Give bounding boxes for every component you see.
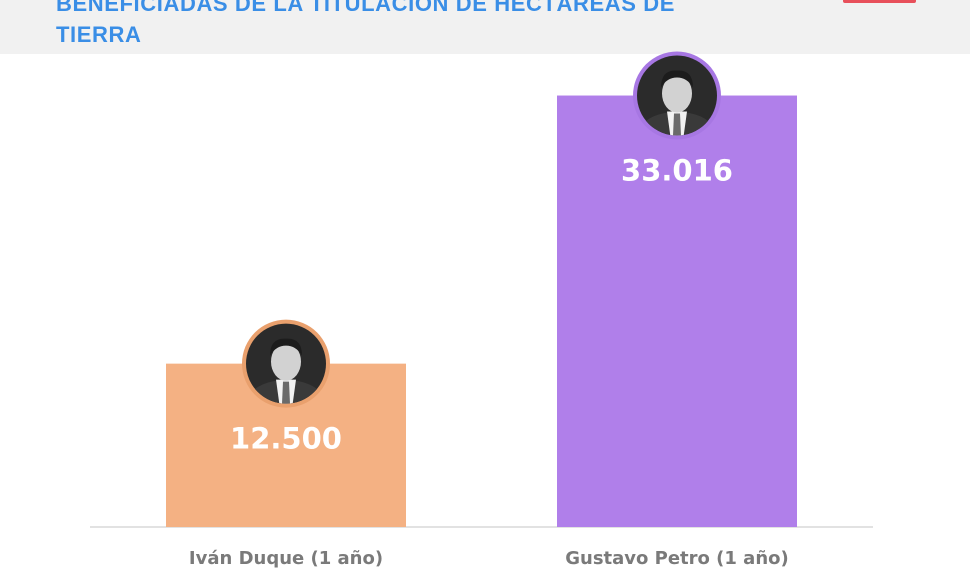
header: BENEFICIADAS DE LA TITULACIÓN DE HECTÁRE… (0, 0, 970, 54)
duque-portrait-icon (242, 319, 330, 408)
bar-value-label-duque: 12.500 (230, 422, 342, 456)
chart-title: BENEFICIADAS DE LA TITULACIÓN DE HECTÁRE… (56, 0, 675, 47)
petro-portrait-icon (633, 51, 721, 140)
category-label-duque: Iván Duque (1 año) (189, 548, 383, 569)
bar-petro (557, 95, 797, 527)
bar-value-label-petro: 33.016 (621, 154, 733, 188)
logo-mark (843, 0, 916, 3)
category-label-petro: Gustavo Petro (1 año) (565, 548, 789, 569)
